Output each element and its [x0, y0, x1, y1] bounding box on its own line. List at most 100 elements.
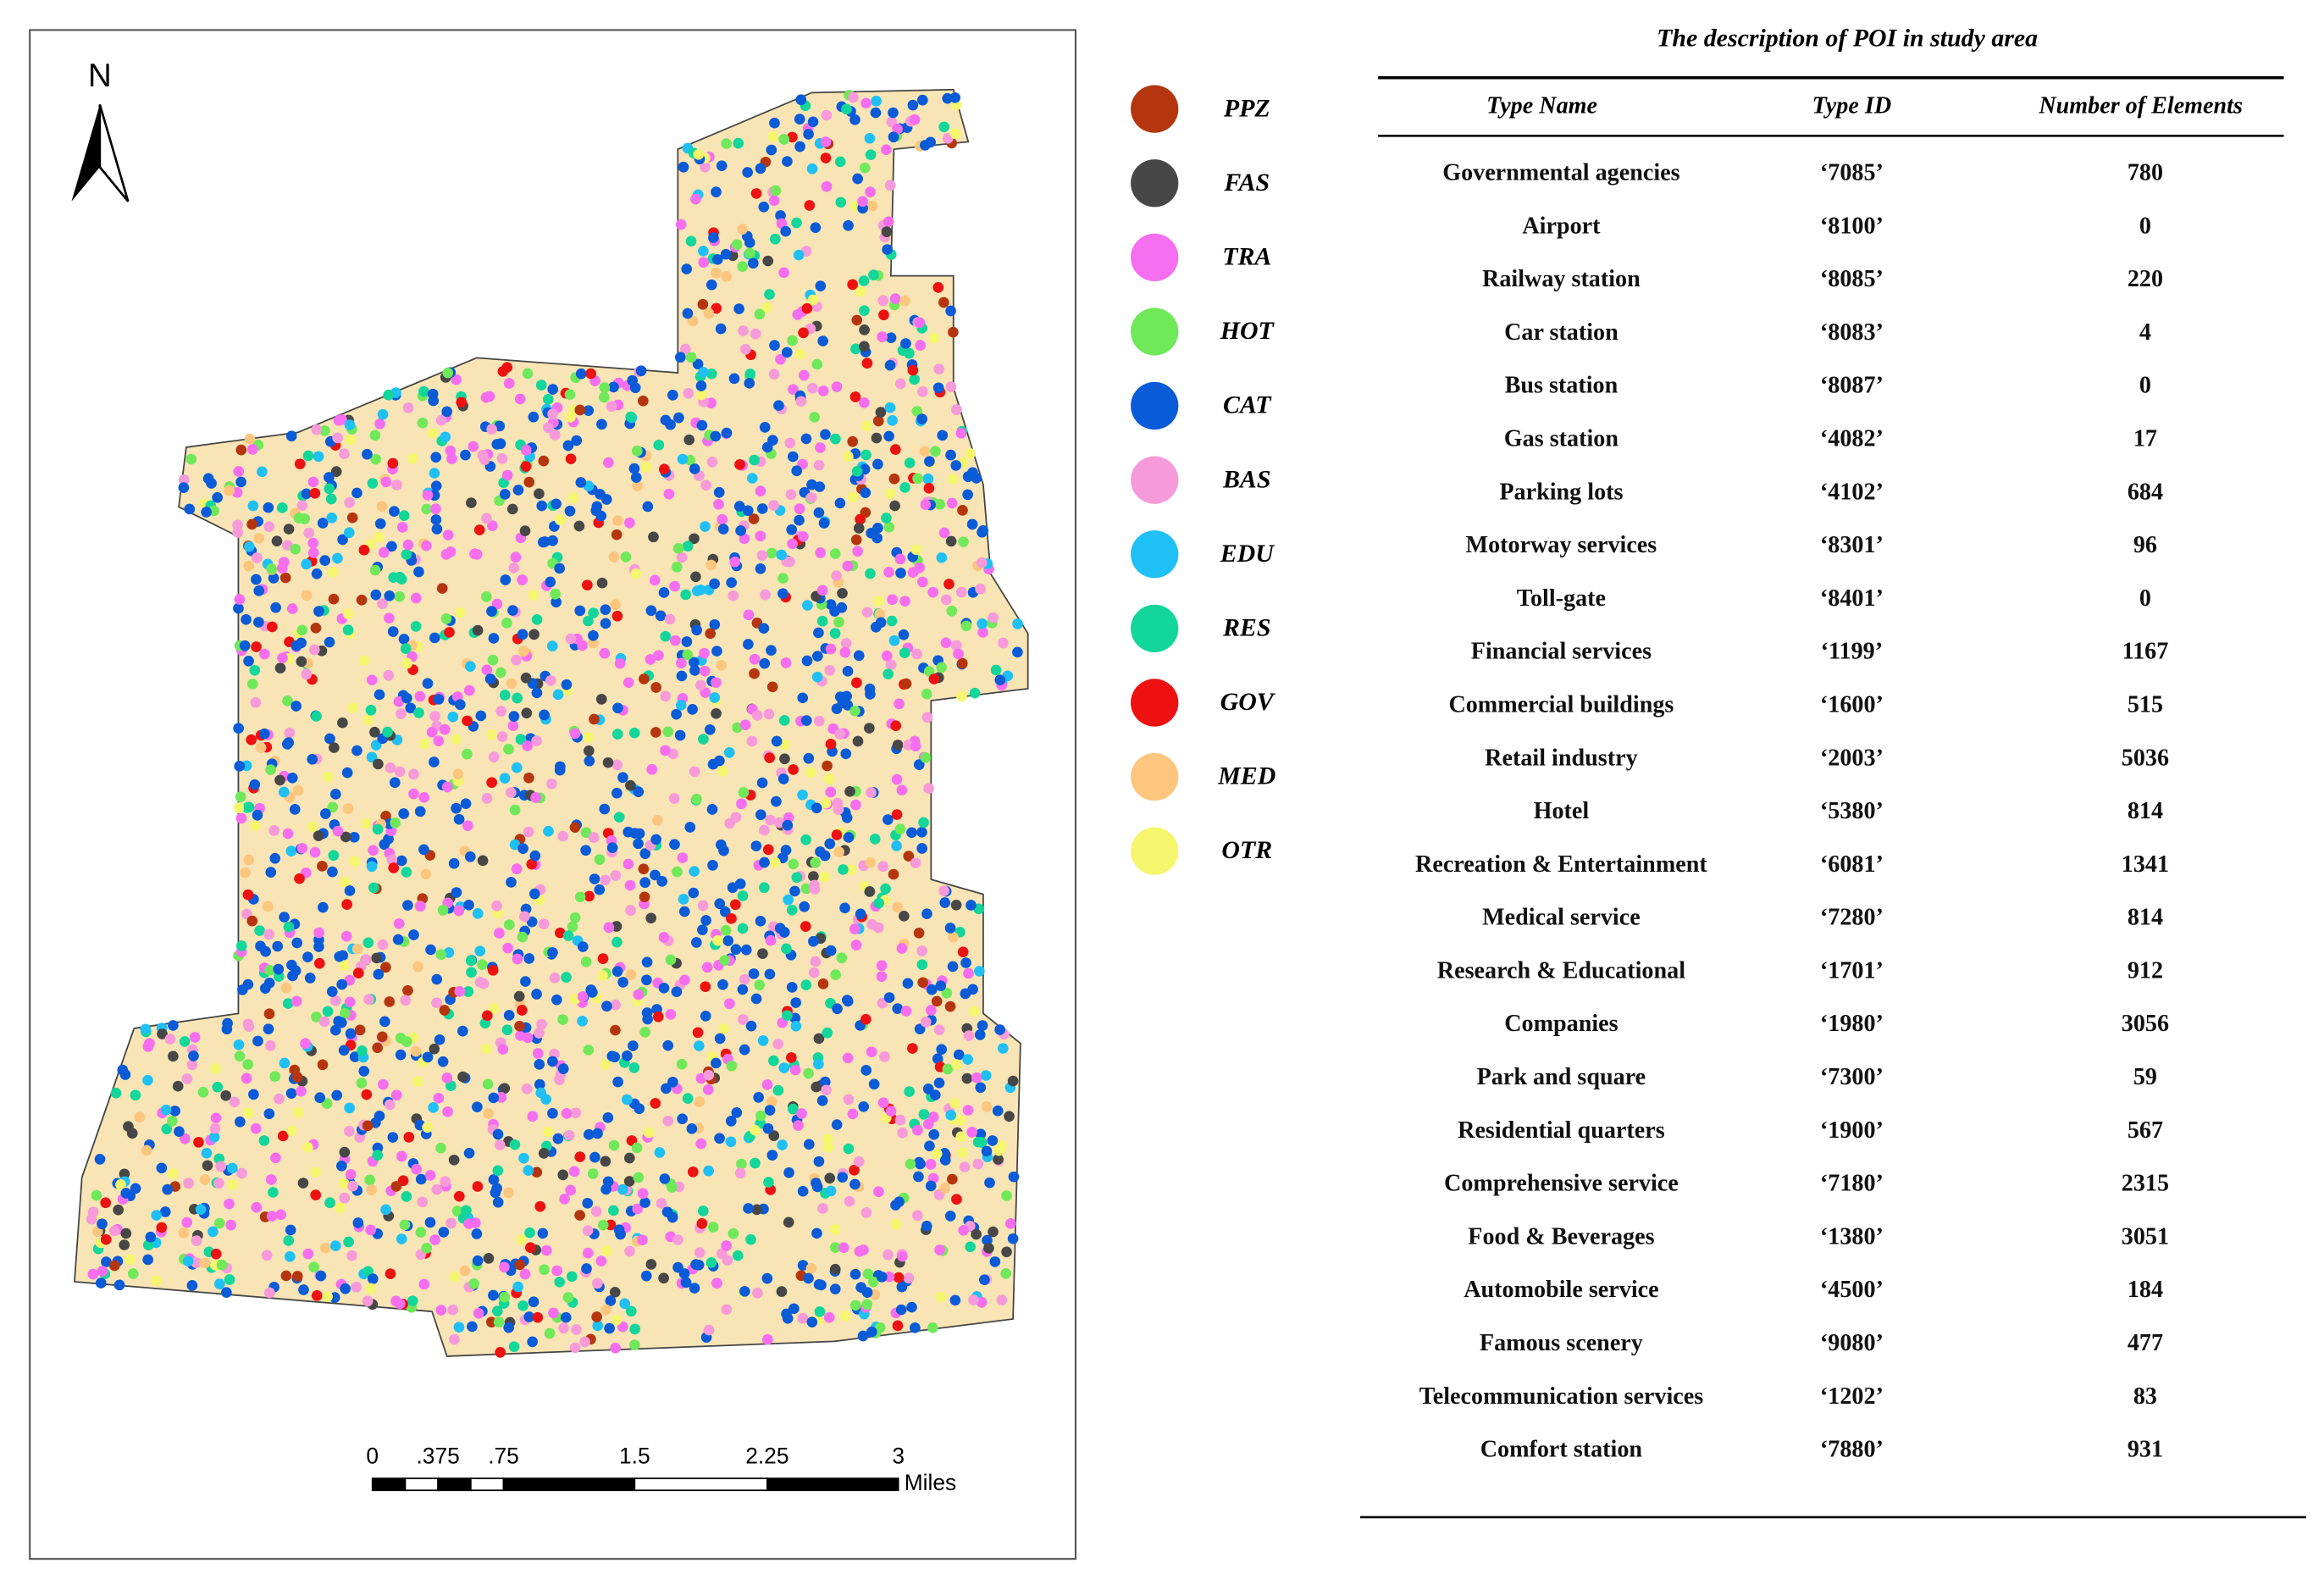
- poi-dot: [574, 404, 586, 416]
- poi-dot: [418, 844, 429, 856]
- poi-dot: [824, 1172, 836, 1184]
- poi-dot: [524, 1227, 535, 1239]
- poi-dot: [898, 629, 910, 640]
- poi-dot: [549, 972, 561, 984]
- poi-dot: [850, 799, 861, 811]
- poi-dot: [577, 640, 588, 651]
- poi-dot: [780, 225, 792, 237]
- poi-dot: [311, 1290, 323, 1301]
- poi-dot: [862, 1268, 874, 1280]
- poi-dot: [491, 439, 503, 450]
- poi-dot: [965, 448, 976, 459]
- poi-dot: [761, 1079, 773, 1090]
- poi-dot: [255, 742, 267, 753]
- poi-dot: [733, 501, 745, 512]
- poi-dot: [815, 547, 826, 558]
- poi-dot: [849, 705, 860, 717]
- poi-dot: [291, 1271, 303, 1282]
- poi-dot: [932, 282, 944, 293]
- poi-dot: [733, 137, 744, 149]
- poi-dot: [181, 1073, 193, 1084]
- poi-dot: [495, 667, 506, 679]
- poi-dot: [971, 1228, 982, 1240]
- poi-dot: [706, 368, 717, 380]
- poi-dot: [940, 637, 952, 649]
- poi-dot: [326, 986, 338, 997]
- poi-dot: [134, 1111, 146, 1122]
- poi-dot: [916, 959, 928, 971]
- poi-dot: [745, 1020, 757, 1032]
- poi-dot: [738, 787, 750, 798]
- poi-dot: [858, 1100, 870, 1112]
- poi-dot: [803, 1067, 814, 1079]
- poi-dot: [547, 1056, 558, 1067]
- poi-dot: [239, 640, 251, 651]
- poi-dot: [799, 901, 811, 912]
- poi-dot: [847, 279, 858, 291]
- poi-dot: [819, 871, 830, 883]
- poi-dot: [788, 384, 799, 396]
- poi-dot: [625, 905, 636, 916]
- poi-dot: [994, 1024, 1005, 1035]
- poi-dot: [514, 1259, 526, 1271]
- poi-dot: [977, 524, 989, 536]
- poi-dot: [95, 1277, 107, 1289]
- poi-dot: [947, 474, 959, 485]
- poi-dot: [641, 956, 653, 968]
- poi-dot: [142, 1074, 153, 1086]
- poi-dot: [613, 812, 625, 823]
- poi-dot: [959, 1161, 971, 1172]
- table-cell: ‘2003’: [1820, 745, 1884, 771]
- poi-dot: [633, 786, 645, 797]
- poi-dot: [860, 487, 872, 498]
- poi-dot: [551, 1265, 563, 1277]
- poi-dot: [891, 773, 903, 785]
- table-header: Type Name: [1486, 92, 1597, 119]
- poi-dot: [806, 479, 817, 490]
- poi-dot: [120, 1228, 132, 1239]
- poi-dot: [811, 651, 823, 662]
- poi-dot: [531, 989, 542, 1000]
- poi-dot: [517, 1300, 528, 1311]
- poi-dot: [332, 432, 343, 444]
- poi-dot: [1000, 1267, 1011, 1279]
- poi-dot: [832, 1003, 843, 1015]
- table-cell: 220: [2128, 266, 2163, 292]
- poi-dot: [339, 1192, 351, 1204]
- poi-dot: [263, 928, 274, 940]
- poi-dot: [492, 1196, 504, 1208]
- poi-dot: [290, 995, 302, 1007]
- poi-dot: [514, 1020, 525, 1032]
- poi-dot: [932, 382, 944, 394]
- poi-dot: [265, 1040, 276, 1051]
- poi-dot: [917, 386, 928, 397]
- poi-dot: [463, 1147, 475, 1159]
- poi-dot: [169, 1106, 181, 1117]
- scale-segment: [404, 1477, 440, 1492]
- poi-dot: [539, 1264, 550, 1276]
- poi-dot: [934, 1244, 945, 1255]
- poi-dot: [263, 977, 275, 989]
- poi-dot: [334, 950, 346, 962]
- poi-dot: [892, 740, 904, 751]
- poi-dot: [549, 430, 561, 441]
- poi-dot: [881, 513, 892, 524]
- poi-dot: [687, 315, 699, 327]
- poi-dot: [755, 163, 766, 175]
- poi-dot: [120, 1188, 132, 1199]
- poi-dot: [850, 534, 862, 546]
- poi-dot: [888, 131, 899, 143]
- poi-dot: [567, 921, 578, 933]
- poi-dot: [951, 1194, 962, 1205]
- poi-dot: [910, 740, 921, 752]
- poi-dot: [894, 378, 906, 390]
- poi-dot: [396, 574, 407, 585]
- poi-dot: [291, 937, 303, 949]
- poi-dot: [683, 387, 694, 399]
- poi-dot: [398, 808, 410, 819]
- poi-dot: [97, 1266, 108, 1277]
- poi-dot: [483, 1108, 495, 1119]
- poi-dot: [584, 755, 595, 767]
- poi-dot: [771, 735, 783, 747]
